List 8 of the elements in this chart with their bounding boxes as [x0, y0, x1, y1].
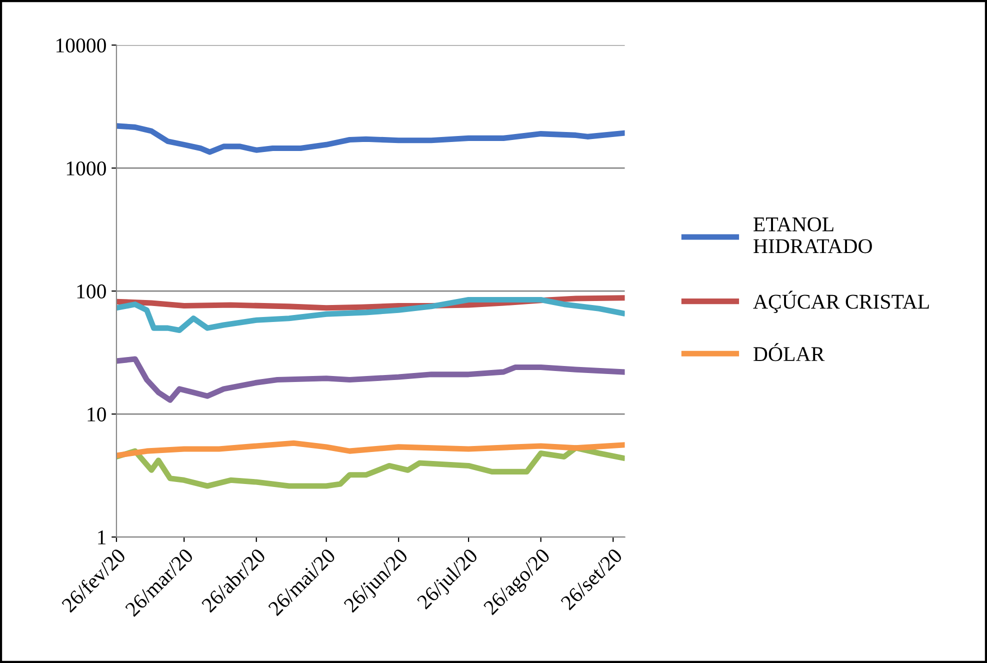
y-tick-label: 1 [98, 530, 106, 544]
legend-label: DÓLAR [754, 343, 825, 362]
y-tick-label: 10000 [56, 38, 106, 53]
y-tick-label: 10 [88, 407, 106, 422]
y-tick-label: 1000 [66, 161, 106, 176]
y-tick-label: 100 [77, 284, 106, 298]
legend-label: AÇÚCAR CRISTAL [753, 290, 929, 314]
legend-label: ETANOL HIDRATADO [754, 217, 872, 254]
